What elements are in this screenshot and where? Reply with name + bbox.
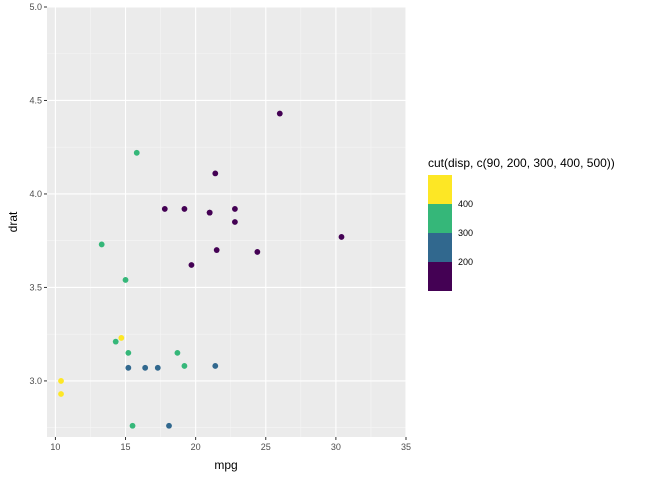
x-tick-label: 15 — [121, 442, 131, 452]
data-point — [338, 234, 345, 240]
x-tick-label: 25 — [261, 442, 271, 452]
data-point — [133, 149, 140, 156]
data-point — [118, 335, 125, 341]
x-tick-label: 30 — [331, 442, 341, 452]
x-tick-label: 10 — [50, 442, 60, 452]
legend-label: 200 — [458, 257, 473, 267]
data-point — [181, 363, 188, 369]
data-point — [154, 364, 161, 371]
data-point — [232, 219, 238, 225]
data-point — [212, 363, 219, 369]
y-tick-label: 4.5 — [29, 95, 42, 105]
legend: cut(disp, c(90, 200, 300, 400, 500)) 400… — [428, 156, 615, 291]
y-tick-label: 3.0 — [29, 376, 42, 386]
y-axis-title: drat — [6, 211, 20, 232]
grid-minor — [47, 7, 406, 437]
legend-label: 400 — [458, 199, 473, 209]
y-tick-label: 4.0 — [29, 189, 42, 199]
plot-panel — [47, 7, 406, 437]
legend-keys — [428, 175, 452, 291]
data-point — [122, 277, 129, 283]
x-tick-label: 35 — [401, 442, 411, 452]
data-point — [98, 241, 105, 248]
data-point — [254, 249, 261, 255]
data-point — [161, 206, 168, 212]
legend-key — [428, 262, 452, 291]
legend-key — [428, 175, 452, 204]
legend-key — [428, 204, 452, 233]
data-point — [232, 206, 238, 212]
data-point — [129, 422, 136, 429]
data-point — [166, 422, 172, 429]
data-point — [142, 364, 149, 371]
legend-label: 300 — [458, 228, 473, 238]
data-point — [181, 206, 188, 212]
data-point — [125, 364, 132, 371]
data-point — [213, 247, 220, 253]
data-point — [125, 349, 132, 356]
y-tick-label: 5.0 — [29, 2, 42, 12]
data-point — [188, 262, 195, 268]
legend-title: cut(disp, c(90, 200, 300, 400, 500)) — [428, 156, 615, 170]
legend-key — [428, 233, 452, 262]
data-point — [174, 349, 181, 356]
data-point — [276, 110, 283, 117]
x-axis-ticks: 10 15 20 25 30 35 — [50, 437, 411, 452]
data-point — [58, 391, 64, 397]
legend-labels: 400 300 200 — [458, 199, 473, 267]
data-points — [58, 110, 345, 429]
data-point — [112, 338, 119, 345]
x-axis-title: mpg — [214, 458, 237, 472]
x-tick-label: 20 — [191, 442, 201, 452]
y-axis-ticks: 3.0 3.5 4.0 4.5 5.0 — [29, 2, 47, 386]
y-tick-label: 3.5 — [29, 282, 42, 292]
data-point — [58, 378, 64, 384]
data-point — [212, 170, 219, 177]
data-point — [206, 209, 213, 216]
grid-major — [47, 6, 407, 437]
